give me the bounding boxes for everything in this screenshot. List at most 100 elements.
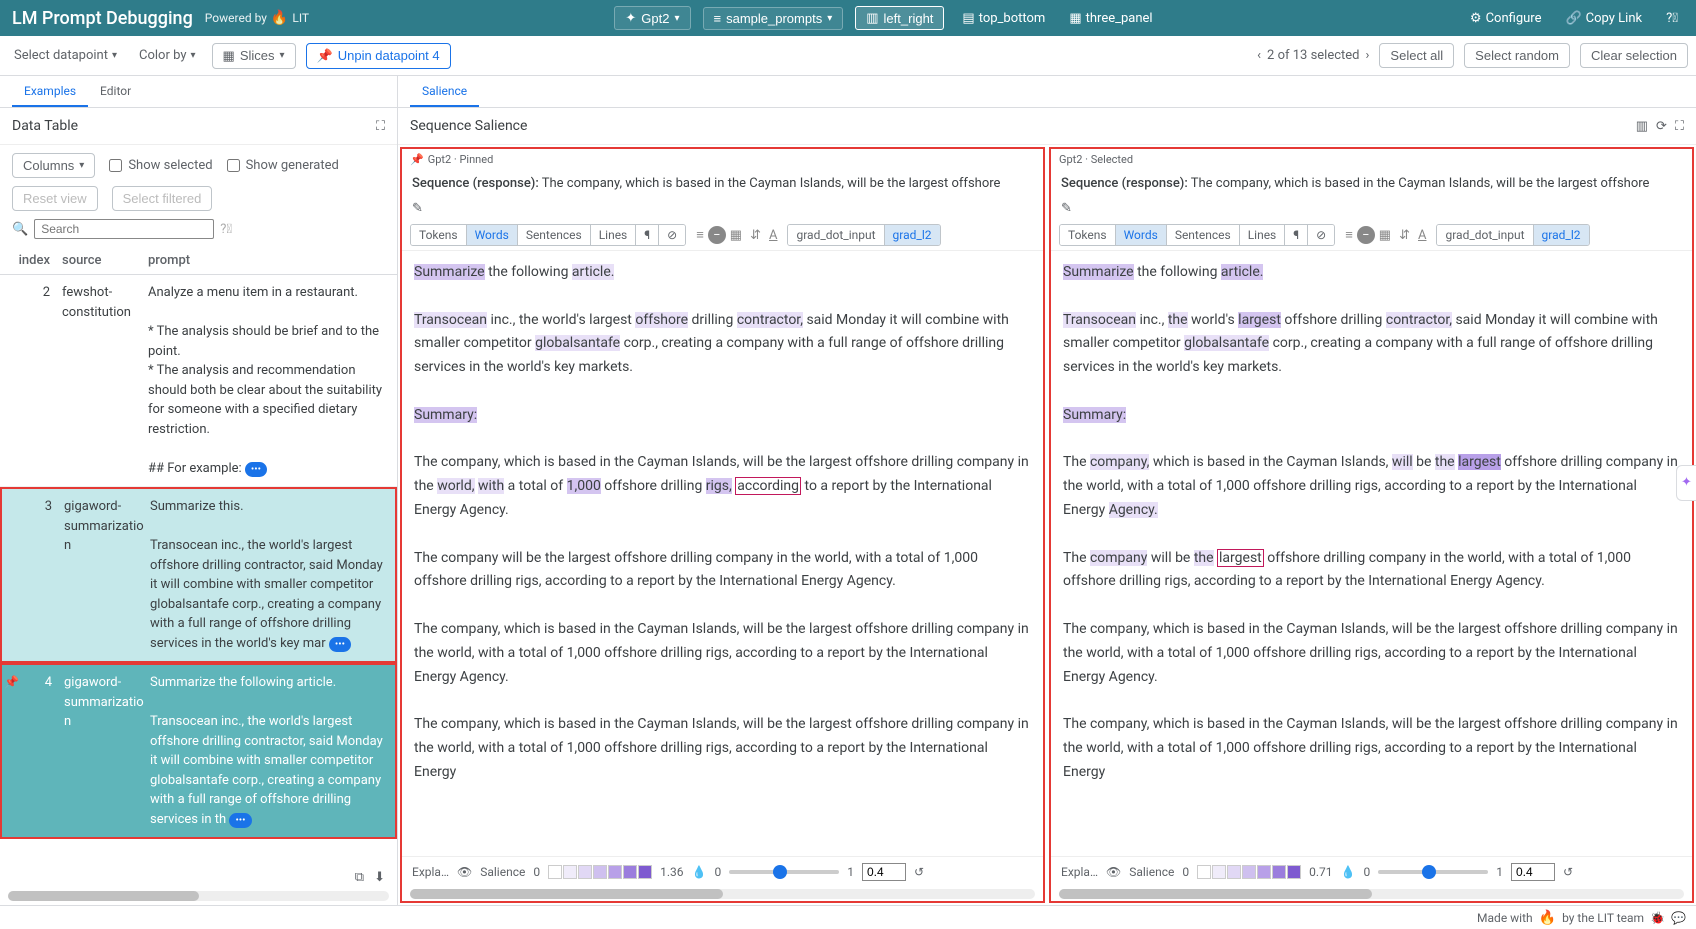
- pin-icon: 📌: [4, 673, 19, 691]
- eye-icon[interactable]: 👁: [1106, 865, 1121, 879]
- columns-icon[interactable]: ▥: [1636, 119, 1648, 134]
- minus-icon[interactable]: −: [1357, 226, 1375, 244]
- seg-lines[interactable]: Lines: [1240, 225, 1286, 245]
- seg-grad-dot[interactable]: grad_dot_input: [788, 225, 884, 245]
- more-chip[interactable]: •••: [229, 813, 251, 828]
- comment-icon[interactable]: 💬: [1671, 911, 1686, 925]
- chevron-left-icon[interactable]: ‹: [1257, 48, 1261, 63]
- table-row[interactable]: 2 fewshot-constitution Analyze a menu it…: [0, 275, 397, 487]
- seg-clear[interactable]: ⊘: [659, 225, 685, 245]
- layout-three-panel[interactable]: ▦three_panel: [1063, 7, 1158, 30]
- seg-grad-dot[interactable]: grad_dot_input: [1437, 225, 1533, 245]
- right-panel: Salience Sequence Salience ▥ ⟳ ⛶ 📌Gpt2 ·…: [398, 76, 1696, 905]
- seg-sentences[interactable]: Sentences: [1167, 225, 1240, 245]
- download-icon[interactable]: ⬇: [374, 870, 385, 885]
- reset-view-button[interactable]: Reset view: [12, 186, 98, 211]
- model-selector[interactable]: ✦ Gpt2 ▾: [614, 6, 690, 30]
- seg-words[interactable]: Words: [467, 225, 518, 245]
- gradient-segments: grad_dot_input grad_l2: [787, 224, 940, 246]
- align-icon[interactable]: ≡: [1341, 227, 1357, 243]
- selection-info: ‹ 2 of 13 selected ›: [1257, 48, 1369, 63]
- selected-label: Gpt2 · Selected: [1051, 149, 1692, 170]
- side-expand-tab[interactable]: ✦: [1676, 465, 1696, 501]
- select-all-button[interactable]: Select all: [1379, 43, 1454, 68]
- text-icon[interactable]: A: [765, 228, 781, 243]
- seg-para[interactable]: ¶: [636, 225, 659, 245]
- refresh-icon[interactable]: ⟳: [1656, 119, 1667, 134]
- seg-tokens[interactable]: Tokens: [1060, 225, 1116, 245]
- slices-button[interactable]: ▦Slices▾: [212, 43, 296, 69]
- layout-left-right[interactable]: ▥left_right: [855, 6, 944, 30]
- seg-sentences[interactable]: Sentences: [518, 225, 591, 245]
- more-chip[interactable]: •••: [329, 637, 351, 652]
- clear-selection-button[interactable]: Clear selection: [1580, 43, 1688, 68]
- help-icon[interactable]: ?⃝: [220, 222, 232, 237]
- edit-icon[interactable]: ✎: [402, 197, 1043, 220]
- chevron-right-icon[interactable]: ›: [1366, 48, 1370, 63]
- minus-icon[interactable]: −: [708, 226, 726, 244]
- pin-icon: 📌: [317, 48, 333, 64]
- sequence-response: Sequence (response): The company, which …: [402, 170, 1043, 197]
- search-input[interactable]: [34, 219, 214, 239]
- seg-lines[interactable]: Lines: [591, 225, 637, 245]
- tab-salience[interactable]: Salience: [410, 76, 479, 107]
- table-row[interactable]: 3 gigaword-summarization Summarize this.…: [0, 487, 397, 663]
- select-random-button[interactable]: Select random: [1464, 43, 1570, 68]
- copy-link-button[interactable]: 🔗Copy Link: [1559, 7, 1648, 30]
- color-swatches: [548, 865, 652, 879]
- color-by-dropdown[interactable]: Color by▾: [133, 44, 202, 67]
- copy-icon[interactable]: ⧉: [355, 870, 364, 885]
- text-icon[interactable]: A: [1414, 228, 1430, 243]
- tab-editor[interactable]: Editor: [88, 76, 143, 107]
- columns-dropdown[interactable]: Columns▾: [12, 153, 95, 178]
- drop-icon[interactable]: 💧: [1341, 865, 1356, 879]
- tab-examples[interactable]: Examples: [12, 76, 88, 107]
- fullscreen-icon[interactable]: ⛶: [376, 119, 385, 134]
- eye-icon[interactable]: 👁: [457, 865, 472, 879]
- bug-icon[interactable]: 🐞: [1650, 911, 1665, 925]
- reset-icon[interactable]: ↺: [914, 865, 924, 879]
- search-icon: 🔍: [12, 222, 28, 237]
- grid-icon[interactable]: ▦: [726, 228, 746, 243]
- salience-text[interactable]: Summarize the following article. Transoc…: [402, 251, 1043, 856]
- seg-grad-l2[interactable]: grad_l2: [885, 225, 940, 245]
- select-filtered-button[interactable]: Select filtered: [112, 186, 213, 211]
- seg-grad-l2[interactable]: grad_l2: [1534, 225, 1589, 245]
- threshold-slider[interactable]: [729, 870, 839, 874]
- grid-icon[interactable]: ▦: [1375, 228, 1395, 243]
- unpin-button[interactable]: 📌Unpin datapoint 4: [306, 43, 451, 69]
- seg-clear[interactable]: ⊘: [1308, 225, 1334, 245]
- show-selected-checkbox[interactable]: Show selected: [109, 158, 212, 173]
- split-icon[interactable]: ⇵: [1395, 228, 1414, 243]
- select-datapoint-dropdown[interactable]: Select datapoint▾: [8, 44, 123, 67]
- seg-para[interactable]: ¶: [1285, 225, 1308, 245]
- seg-words[interactable]: Words: [1116, 225, 1167, 245]
- scrollbar[interactable]: [1059, 889, 1684, 899]
- right-tabs: Salience: [398, 76, 1696, 108]
- drop-icon[interactable]: 💧: [692, 865, 707, 879]
- split-icon[interactable]: ⇵: [746, 228, 765, 243]
- sequence-response: Sequence (response): The company, which …: [1051, 170, 1692, 197]
- scrollbar[interactable]: [8, 891, 389, 901]
- align-icon[interactable]: ≡: [692, 227, 708, 243]
- table-footer: ⧉ ⬇: [0, 864, 397, 891]
- fullscreen-icon[interactable]: ⛶: [1675, 119, 1684, 134]
- chevron-down-icon: ▾: [674, 13, 679, 24]
- configure-button[interactable]: ⚙Configure: [1464, 7, 1548, 30]
- threshold-slider[interactable]: [1378, 870, 1488, 874]
- show-generated-checkbox[interactable]: Show generated: [227, 158, 339, 173]
- table-body[interactable]: 2 fewshot-constitution Analyze a menu it…: [0, 275, 397, 864]
- edit-icon[interactable]: ✎: [1051, 197, 1692, 220]
- link-icon: 🔗: [1565, 11, 1581, 26]
- dataset-selector[interactable]: ≡ sample_prompts ▾: [703, 7, 844, 30]
- reset-icon[interactable]: ↺: [1563, 865, 1573, 879]
- scrollbar[interactable]: [410, 889, 1035, 899]
- layout-top-bottom[interactable]: ▤top_bottom: [956, 7, 1051, 30]
- threshold-input[interactable]: [862, 863, 906, 881]
- table-row[interactable]: 📌 4 gigaword-summarization Summarize the…: [0, 663, 397, 839]
- salience-text[interactable]: Summarize the following article. Transoc…: [1051, 251, 1692, 856]
- help-icon[interactable]: ?⃝: [1660, 7, 1684, 30]
- more-chip[interactable]: •••: [245, 462, 267, 477]
- seg-tokens[interactable]: Tokens: [411, 225, 467, 245]
- threshold-input[interactable]: [1511, 863, 1555, 881]
